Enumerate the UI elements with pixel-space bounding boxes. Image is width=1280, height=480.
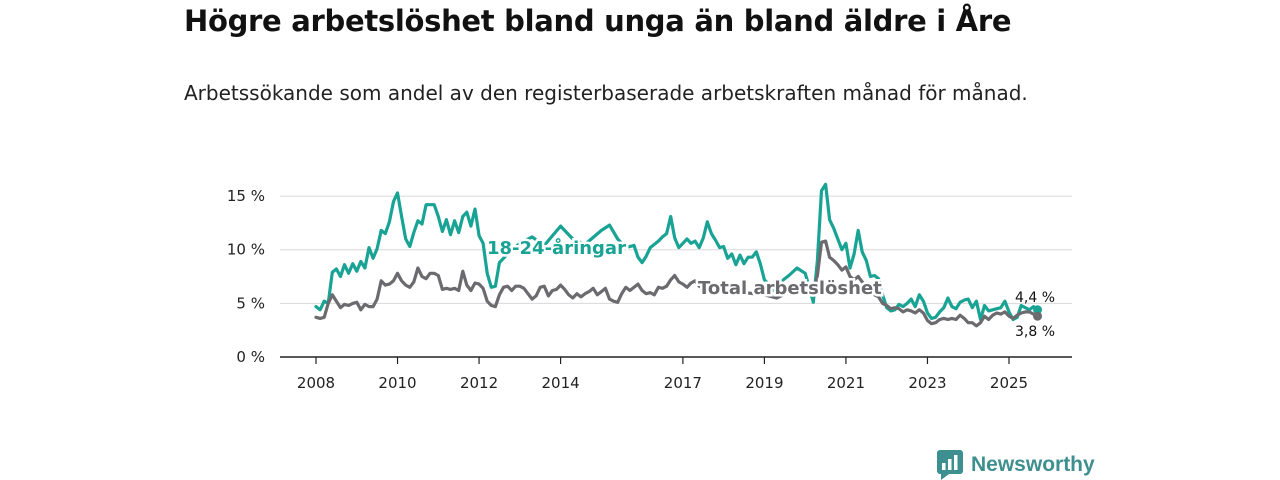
end-value-total: 3,8 % (1015, 324, 1055, 340)
axes: 0 % 5 % 10 % 15 % 2008 2010 2012 2014 2017 2019 20… (227, 187, 1072, 392)
chart-subtitle: Arbetssökande som andel av den registerb… (184, 81, 1028, 105)
gridlines (280, 195, 1072, 304)
x-tick-label: 2012 (460, 374, 498, 392)
newsworthy-chart-icon (937, 450, 963, 480)
series-line-total (314, 239, 1040, 328)
series-lines (314, 182, 1043, 328)
x-tick-label: 2021 (827, 374, 865, 392)
y-tick-label: 0 % (236, 348, 265, 366)
end-point-total (1033, 311, 1043, 321)
x-tick-label: 2008 (297, 374, 335, 392)
x-tick-label: 2017 (664, 374, 702, 392)
x-tick-label: 2010 (378, 374, 416, 392)
y-tick-label: 10 % (227, 241, 265, 259)
y-tick-label: 15 % (227, 187, 265, 205)
chart-title: Högre arbetslöshet bland unga än bland ä… (184, 4, 1012, 38)
x-tick-label: 2025 (990, 374, 1028, 392)
newsworthy-logo[interactable]: Newsworthy (937, 450, 1095, 480)
x-tick-label: 2014 (541, 374, 579, 392)
series-label-youth: 18-24-åringar (487, 237, 626, 259)
x-tick-label: 2019 (745, 374, 783, 392)
series-labels: 18-24-åringar Total arbetslöshet 4,4 % 3,8 … (485, 235, 1056, 341)
series-label-total: Total arbetslöshet (698, 278, 882, 299)
y-tick-label: 5 % (236, 294, 265, 312)
end-point-youth (1033, 305, 1043, 315)
end-value-youth: 4,4 % (1015, 290, 1055, 306)
x-tick-label: 2023 (908, 374, 946, 392)
series-line-youth (314, 182, 1040, 322)
brand-name: Newsworthy (971, 453, 1095, 476)
